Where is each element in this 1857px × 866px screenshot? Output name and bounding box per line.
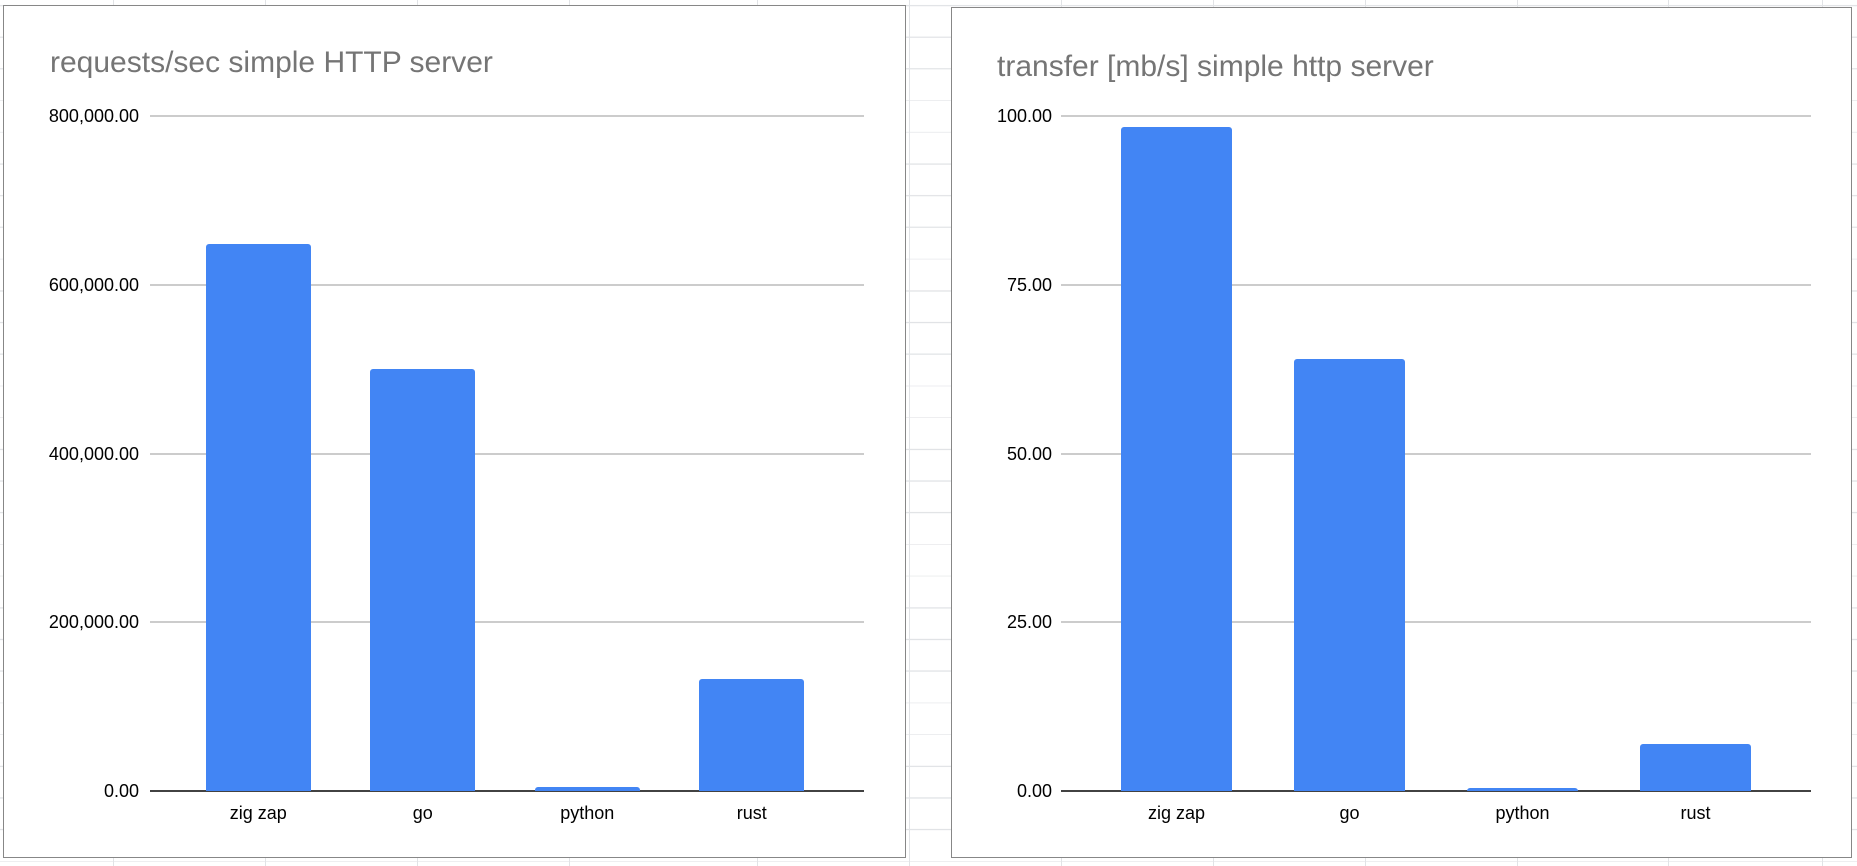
chart-title: transfer [mb/s] simple http server <box>997 50 1434 83</box>
bar-rust[interactable] <box>699 678 805 791</box>
y-gridline <box>150 621 864 624</box>
y-tick-label: 800,000.00 <box>48 106 139 126</box>
chart-title: requests/sec simple HTTP server <box>50 46 493 79</box>
y-tick-label: 75.00 <box>1006 274 1052 295</box>
y-tick-label: 400,000.00 <box>48 443 139 464</box>
x-category-label: python <box>1495 803 1550 823</box>
bar-python[interactable] <box>534 786 640 791</box>
y-gridline <box>1061 283 1811 286</box>
bar-rust[interactable] <box>1640 743 1751 791</box>
chart-card-transfer-mbs[interactable]: transfer [mb/s] simple http server 100.0… <box>951 7 1852 858</box>
bar-slot <box>1263 116 1436 791</box>
chart-card-requests-per-sec[interactable]: requests/sec simple HTTP server 800,000.… <box>3 5 906 858</box>
y-tick-label: 0.00 <box>103 781 139 801</box>
x-category-label: go <box>412 803 433 823</box>
y-tick-label: 50.00 <box>1006 443 1052 464</box>
plot-area <box>150 115 864 792</box>
y-gridline <box>150 283 864 286</box>
bar-slot <box>1090 116 1263 791</box>
y-gridline <box>1061 115 1811 117</box>
y-gridline <box>150 452 864 455</box>
bar-zig-zap[interactable] <box>205 244 311 791</box>
bar-slot <box>505 116 670 791</box>
y-gridline <box>1061 621 1811 624</box>
bar-zig-zap[interactable] <box>1121 126 1232 791</box>
x-axis-line <box>150 790 864 792</box>
bar-slot <box>176 116 341 791</box>
plot-area <box>1061 115 1811 792</box>
x-axis-labels: zig zap go python rust <box>176 802 834 824</box>
x-category-label: zig zap <box>229 803 287 823</box>
x-category-label: rust <box>1680 803 1711 823</box>
x-category-label: rust <box>736 803 767 823</box>
bars-container <box>176 116 834 791</box>
bar-go[interactable] <box>370 369 476 791</box>
y-tick-label: 600,000.00 <box>48 274 139 295</box>
y-tick-label: 100.00 <box>996 106 1052 126</box>
y-gridline <box>150 115 864 117</box>
bar-slot <box>1609 116 1782 791</box>
bars-container <box>1090 116 1782 791</box>
bar-python[interactable] <box>1467 787 1578 791</box>
sheet-column-line <box>909 0 910 866</box>
y-tick-label: 25.00 <box>1006 612 1052 633</box>
x-axis-labels: zig zap go python rust <box>1090 802 1782 824</box>
x-category-label: python <box>560 803 615 823</box>
y-axis-labels: 800,000.00 600,000.00 400,000.00 200,000.00… <box>4 106 139 801</box>
y-tick-label: 200,000.00 <box>48 612 139 633</box>
y-gridline <box>1061 452 1811 455</box>
bar-slot <box>1436 116 1609 791</box>
bar-slot <box>670 116 835 791</box>
x-axis-line <box>1061 790 1811 792</box>
bar-go[interactable] <box>1294 359 1405 791</box>
y-tick-label: 0.00 <box>1016 781 1052 801</box>
x-category-label: zig zap <box>1147 803 1206 823</box>
bar-slot <box>341 116 506 791</box>
x-category-label: go <box>1339 803 1360 823</box>
y-axis-labels: 100.00 75.00 50.00 25.00 0.00 <box>952 106 1052 801</box>
